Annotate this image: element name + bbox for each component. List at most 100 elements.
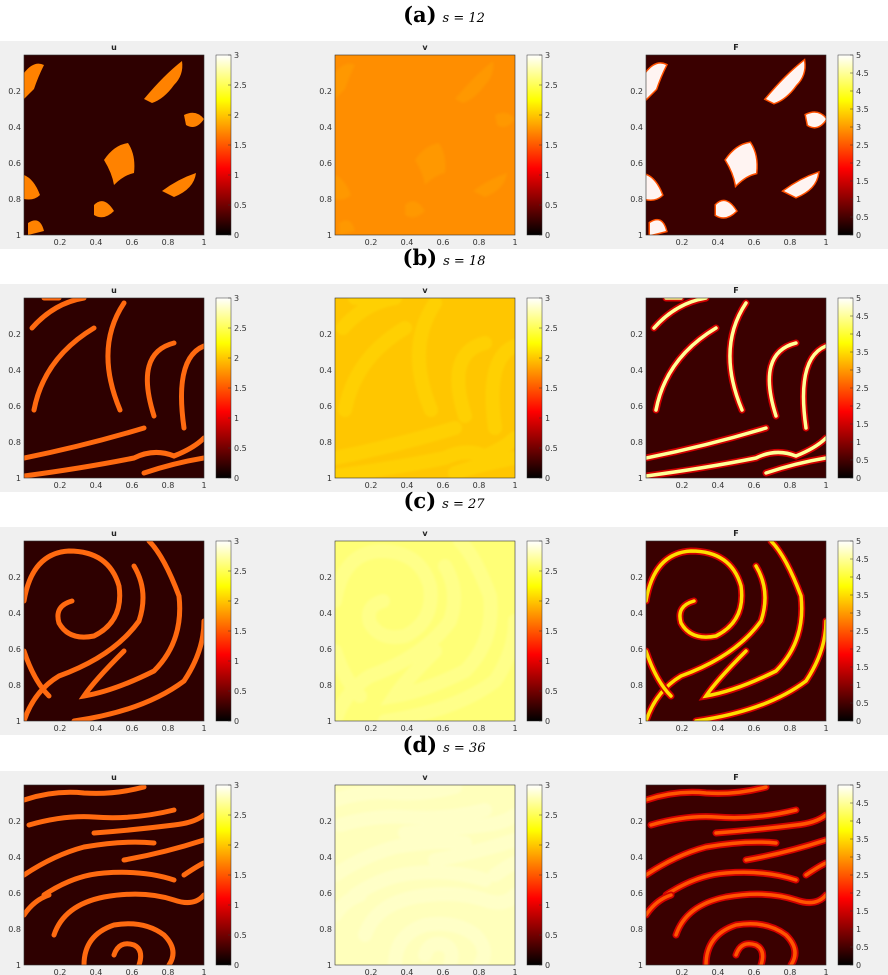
colorbar-tick-label: 3 xyxy=(234,294,239,303)
colorbar-tick-label: 2.5 xyxy=(856,384,869,393)
u-pattern xyxy=(24,61,204,235)
x-tick-label: 0.2 xyxy=(365,724,378,733)
y-tick-label: 0.4 xyxy=(8,609,21,618)
x-tick-label: 1 xyxy=(201,481,206,490)
y-tick-label: 0.4 xyxy=(319,123,332,132)
pattern-stripe xyxy=(646,785,768,802)
colorbar-tick-label: 1.5 xyxy=(856,177,869,186)
x-tick-label: 1 xyxy=(201,724,206,733)
colorbar-tick-label: 0.5 xyxy=(545,201,558,210)
x-tick-label: 0.4 xyxy=(90,724,103,733)
pattern-stripe xyxy=(24,839,157,878)
axes-frame xyxy=(23,54,205,236)
y-tick-label: 0.8 xyxy=(319,925,332,934)
panel-title: u xyxy=(111,529,117,538)
colorbar-tick-label: 0 xyxy=(545,474,550,483)
pattern-stripe xyxy=(646,426,768,460)
pattern-blob xyxy=(28,220,44,235)
colorbar-tick-label: 0.5 xyxy=(856,943,869,952)
x-tick-label: 0.8 xyxy=(473,724,486,733)
row-letter: (b) xyxy=(403,245,438,270)
colorbar-tick-label: 2.5 xyxy=(856,627,869,636)
y-tick-label: 0.6 xyxy=(630,402,643,411)
colorbar-tick-label: 1 xyxy=(545,414,550,423)
figure-row-4: (d) s = 36 u 0.2 0.4 0.6 0.8 1 0.2 0.4 0.6 0.8 1 3 2.5… xyxy=(0,732,888,975)
colorbar-tick-label: 2.5 xyxy=(234,324,247,333)
pattern-stripe xyxy=(646,893,673,917)
colorbar-tick-label: 1 xyxy=(234,657,239,666)
colorbar-tick-label: 2 xyxy=(856,889,861,898)
y-tick-label: 0.6 xyxy=(8,645,21,654)
colorbar-tick-label: 0 xyxy=(234,961,239,970)
x-tick-label: 0.2 xyxy=(54,481,67,490)
axes-frame xyxy=(645,297,827,479)
panel-title: F xyxy=(733,773,738,782)
pattern-stripe xyxy=(26,807,177,828)
panel-title: u xyxy=(111,43,117,52)
pattern-stripe xyxy=(646,649,673,698)
y-tick-label: 1 xyxy=(16,717,21,726)
panel-title: F xyxy=(733,43,738,52)
colorbar-tick-label: 2 xyxy=(545,841,550,850)
pattern-stripe xyxy=(767,341,798,418)
panel-u: u 0.2 0.4 0.6 0.8 1 0.2 0.4 0.6 0.8 1 3 2.5 2 1.5 1 0.5 0 xyxy=(8,529,246,733)
heatmap-plot xyxy=(24,55,204,235)
x-tick-label: 0.6 xyxy=(748,724,761,733)
colorbar-tick-label: 2 xyxy=(234,111,239,120)
y-tick-label: 0.4 xyxy=(630,123,643,132)
colorbar-tick-label: 4 xyxy=(856,817,861,826)
axes-frame xyxy=(334,297,516,479)
x-tick-label: 0.4 xyxy=(712,724,725,733)
pattern-blob xyxy=(144,61,183,103)
y-tick-label: 0.2 xyxy=(319,330,332,339)
y-tick-label: 0.4 xyxy=(319,366,332,375)
y-tick-label: 0.8 xyxy=(319,681,332,690)
x-tick-label: 0.6 xyxy=(748,238,761,247)
panel-u: u 0.2 0.4 0.6 0.8 1 0.2 0.4 0.6 0.8 1 3 2.5 2 1.5 1 0.5 0 xyxy=(8,286,246,490)
y-tick-label: 0.6 xyxy=(630,889,643,898)
heatmap-plot xyxy=(646,298,826,478)
y-tick-label: 1 xyxy=(638,961,643,970)
panel-title: v xyxy=(422,529,428,538)
colorbar-tick-label: 1.5 xyxy=(545,141,558,150)
x-tick-label: 0.4 xyxy=(401,968,414,975)
y-tick-label: 1 xyxy=(327,474,332,483)
colorbar-tick-label: 2.5 xyxy=(234,81,247,90)
panel-v: v 0.2 0.4 0.6 0.8 1 0.2 0.4 0.6 0.8 1 3 2.5 2 1.5 1 0.5 0 xyxy=(319,529,557,733)
y-tick-label: 0.4 xyxy=(319,609,332,618)
pattern-stripe xyxy=(51,891,204,938)
pattern-stripe xyxy=(704,922,797,965)
colorbar-tick-label: 2.5 xyxy=(545,811,558,820)
pattern-stripe xyxy=(144,340,177,419)
panel-F: F 0.2 0.4 0.6 0.8 1 0.2 0.4 0.6 0.8 1 5 4.5 4 3.5 3 2.5 2… xyxy=(630,286,868,490)
x-tick-label: 0.2 xyxy=(54,968,67,975)
panel-title: F xyxy=(733,286,738,295)
v-swirl xyxy=(388,916,491,965)
v-swirl xyxy=(448,451,515,478)
figure-row-1: (a) s = 12 u 0.2 0.4 0.6 0.8 1 0.2 0.4 0.6 0.8 1 3 2.5… xyxy=(0,2,888,249)
x-tick-label: 0.8 xyxy=(162,481,175,490)
colorbar-tick-label: 1 xyxy=(545,171,550,180)
pattern-stripe xyxy=(764,456,826,475)
x-tick-label: 1 xyxy=(512,724,517,733)
pattern-stripe xyxy=(91,812,204,836)
v-swirl xyxy=(488,856,515,882)
colorbar-tick-label: 3.5 xyxy=(856,591,869,600)
colorbar-tick-label: 1.5 xyxy=(856,663,869,672)
v-field xyxy=(335,55,515,235)
colorbar-tick-label: 3 xyxy=(856,609,861,618)
x-tick-label: 0.2 xyxy=(365,238,378,247)
row-caption: (a) s = 12 xyxy=(403,2,485,27)
x-tick-label: 0.6 xyxy=(437,481,450,490)
pattern-blob-core xyxy=(716,201,736,218)
u-background-field xyxy=(24,55,204,235)
pattern-stripe xyxy=(24,563,146,721)
pattern-stripe xyxy=(179,343,204,431)
y-tick-label: 0.2 xyxy=(8,87,21,96)
colorbar-tick-label: 5 xyxy=(856,537,861,546)
pattern-stripe xyxy=(652,298,708,330)
x-tick-label: 0.4 xyxy=(712,968,725,975)
pattern-stripe xyxy=(714,813,826,835)
pattern-stripe xyxy=(41,869,177,898)
colorbar-tick-label: 2 xyxy=(545,111,550,120)
